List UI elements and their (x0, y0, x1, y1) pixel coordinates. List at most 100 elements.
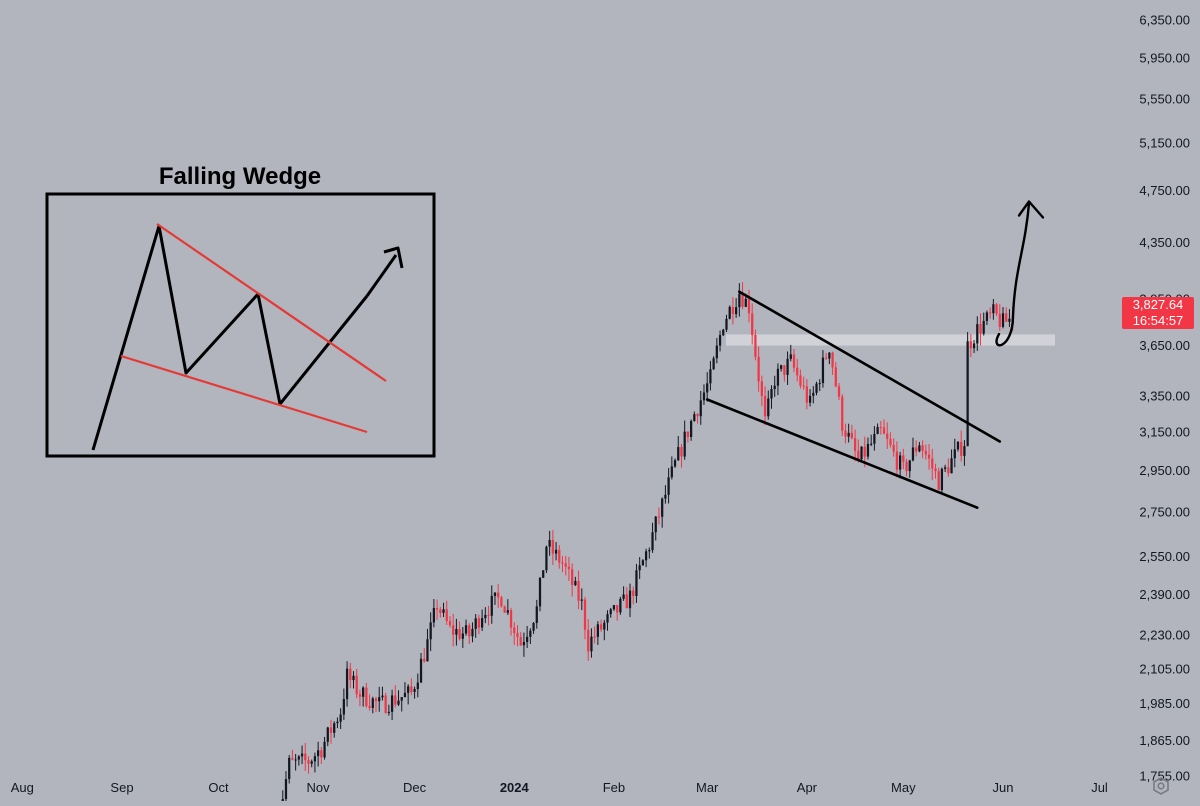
candle (805, 379, 808, 410)
candle (554, 542, 558, 561)
candle (709, 360, 712, 391)
x-tick-label: May (891, 780, 916, 795)
candle (657, 507, 661, 525)
candle (985, 310, 989, 326)
candle (416, 673, 419, 698)
projection-arrow-head (1017, 200, 1045, 219)
candle (789, 344, 792, 362)
candle (365, 682, 368, 708)
candle (513, 622, 516, 645)
inset-breakout-line (365, 254, 398, 297)
candle (442, 602, 445, 618)
candle (342, 688, 345, 720)
candle (828, 352, 831, 365)
candle (963, 440, 966, 466)
x-tick-label: Feb (603, 780, 625, 795)
candle (792, 349, 796, 373)
x-tick-label: Dec (403, 780, 427, 795)
candle (953, 438, 956, 468)
candle (352, 671, 355, 689)
candle (882, 419, 886, 435)
candle (410, 678, 413, 696)
candle (728, 305, 731, 320)
candle (291, 749, 294, 761)
candle (944, 464, 947, 472)
support-zone-layer (726, 334, 1055, 346)
candle (799, 369, 802, 389)
candle (1008, 309, 1011, 328)
candle (754, 329, 757, 361)
candle (847, 423, 850, 443)
wedge-upper-trendline (737, 290, 1002, 443)
candle (972, 340, 976, 353)
inset-frame (45, 192, 436, 458)
candle (1001, 306, 1005, 329)
candle (638, 557, 641, 579)
candle (487, 605, 490, 626)
candle (397, 690, 400, 707)
candle (426, 628, 429, 662)
y-tick-label: 2,105.00 (1139, 662, 1190, 677)
candle (506, 599, 509, 615)
candle (780, 364, 783, 372)
candle (1005, 307, 1008, 323)
candle (484, 607, 487, 624)
candle (995, 303, 998, 316)
candle (735, 298, 738, 318)
y-tick-label: 3,650.00 (1139, 338, 1190, 353)
candle (571, 563, 574, 597)
candle (667, 468, 670, 504)
candle (480, 609, 484, 631)
candle (886, 422, 889, 449)
candle (934, 463, 937, 479)
candle (915, 440, 918, 457)
candle (879, 421, 882, 435)
candle (503, 605, 506, 613)
candle (818, 379, 821, 392)
candle (612, 605, 616, 611)
x-tick-label: Sep (110, 780, 133, 795)
candle (468, 623, 471, 645)
candle (950, 449, 953, 474)
candle (860, 446, 863, 461)
candle (706, 372, 709, 402)
candle (593, 626, 596, 644)
candle (580, 588, 583, 611)
settings-icon[interactable] (1153, 777, 1169, 795)
candle (960, 430, 963, 462)
candle (294, 754, 297, 771)
candle (529, 628, 532, 644)
candle (825, 352, 828, 361)
y-tick-label: 3,350.00 (1139, 388, 1190, 403)
candle (493, 592, 497, 605)
candle (654, 515, 657, 541)
candle (931, 448, 934, 481)
candle (561, 556, 564, 572)
candle (747, 289, 751, 323)
candle (751, 303, 754, 345)
candle (532, 622, 535, 634)
y-tick-label: 5,150.00 (1139, 136, 1190, 151)
candle (776, 363, 780, 396)
candle (725, 314, 728, 333)
candle (358, 689, 362, 707)
candle (661, 497, 664, 528)
candle (545, 545, 548, 574)
y-tick-label: 5,950.00 (1139, 51, 1190, 66)
candle (982, 312, 985, 336)
candle (355, 668, 358, 699)
candle (500, 595, 503, 608)
candle (767, 390, 770, 420)
candle (345, 661, 349, 707)
candle (651, 522, 654, 553)
candle (969, 334, 972, 358)
candle (870, 434, 873, 447)
candle (551, 529, 554, 566)
candle (911, 437, 915, 462)
candle (927, 444, 931, 470)
candle (670, 456, 673, 480)
y-tick-label: 2,550.00 (1139, 549, 1190, 564)
candle (390, 689, 394, 721)
